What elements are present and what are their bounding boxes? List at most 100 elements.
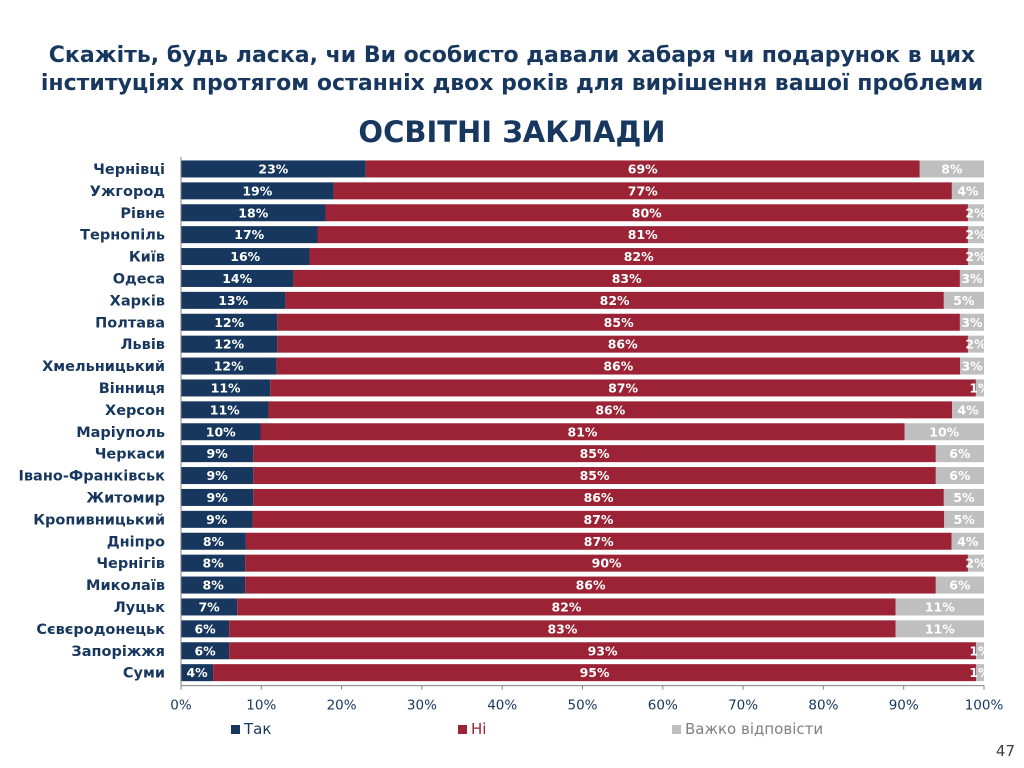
bar-segment — [333, 182, 952, 200]
bar-segment — [260, 423, 905, 441]
bar-segment — [181, 248, 310, 266]
bar-segment — [975, 642, 984, 660]
data-label: 8% — [941, 161, 963, 176]
bar-segment — [181, 664, 214, 682]
category-label: Івано-Франківськ — [18, 469, 165, 485]
data-label: 86% — [603, 359, 633, 374]
category-label: Кропивницький — [33, 512, 165, 528]
data-label: 87% — [583, 512, 613, 527]
data-label: 10% — [206, 424, 236, 439]
bar-segment — [181, 226, 318, 244]
data-label: 82% — [600, 293, 630, 308]
data-label: 85% — [580, 446, 610, 461]
data-label: 86% — [608, 337, 638, 352]
category-label: Чернівці — [93, 162, 165, 178]
bar-segment — [317, 226, 968, 244]
bar-segment — [252, 510, 945, 528]
category-label: Житомир — [86, 490, 165, 506]
category-label: Дніпро — [107, 534, 165, 550]
category-label: Полтава — [95, 315, 165, 331]
bar-segment — [253, 488, 944, 506]
bar-segment — [904, 423, 984, 441]
bar-segment — [181, 642, 230, 660]
data-label: 8% — [203, 556, 225, 571]
data-label: 90% — [592, 556, 622, 571]
chart-title: Скажіть, будь ласка, чи Ви особисто дава… — [40, 43, 984, 96]
bar-segment — [935, 467, 984, 485]
category-label: Миколаїв — [86, 578, 165, 594]
bar-segment — [967, 554, 984, 572]
bar-segment — [181, 357, 277, 375]
bar-segment — [181, 620, 230, 638]
data-label: 9% — [207, 468, 229, 483]
data-label: 9% — [207, 490, 229, 505]
chart-subtitle: ОСВІТНІ ЗАКЛАДИ — [358, 115, 666, 149]
bar-segment — [325, 204, 968, 222]
data-label: 8% — [203, 578, 225, 593]
bar-segment — [270, 379, 976, 397]
data-label: 2% — [965, 249, 987, 264]
bar-segment — [951, 182, 984, 200]
data-label: 83% — [612, 271, 642, 286]
data-label: 6% — [949, 446, 971, 461]
bar-segment — [277, 313, 960, 331]
bar-segment — [245, 532, 952, 550]
legend-swatch-tak — [231, 724, 240, 734]
bar-segment — [919, 160, 984, 178]
x-tick-label: 30% — [407, 698, 437, 714]
data-label: 11% — [925, 621, 955, 636]
data-label: 77% — [628, 183, 658, 198]
data-label: 11% — [210, 402, 240, 417]
bar-segment — [952, 401, 984, 419]
data-label: 11% — [925, 599, 955, 614]
category-label: Черкаси — [95, 447, 165, 463]
category-label: Одеса — [113, 271, 165, 287]
bar-segment — [895, 620, 984, 638]
data-label: 1% — [969, 643, 991, 658]
data-label: 82% — [624, 249, 654, 264]
data-label: 13% — [218, 293, 248, 308]
bar-segment — [245, 576, 936, 594]
data-label: 3% — [961, 271, 983, 286]
category-label: Київ — [129, 250, 165, 266]
bar-segment — [935, 445, 984, 463]
category-label: Сєвєродонецьк — [36, 622, 165, 638]
stacked-bar-chart: Чернівці 23% 69% 8% Ужгород 19% 77% 4% Рівне 18% 8… — [18, 157, 1004, 714]
bar-segment — [181, 598, 238, 616]
bar-segment — [181, 576, 246, 594]
bar-segment — [181, 488, 254, 506]
data-label: 2% — [965, 337, 987, 352]
bar-segment — [213, 664, 976, 682]
bar-segment — [967, 204, 984, 222]
category-label: Рівне — [120, 206, 165, 222]
bar-segment — [975, 379, 984, 397]
data-label: 5% — [953, 490, 975, 505]
bar-segment — [181, 510, 253, 528]
bar-segment — [181, 379, 271, 397]
data-label: 16% — [230, 249, 260, 264]
category-label: Суми — [123, 666, 165, 682]
category-label: Львів — [120, 337, 165, 353]
data-label: 2% — [965, 227, 987, 242]
data-label: 6% — [949, 468, 971, 483]
legend-item-vazhko: Важко відповісти — [672, 720, 823, 738]
data-label: 18% — [238, 205, 268, 220]
chart-legend: Так Ні Важко відповісти — [0, 720, 1024, 740]
data-label: 69% — [628, 161, 658, 176]
bar-segment — [181, 532, 246, 550]
legend-item-tak: Так — [231, 720, 271, 738]
x-tick-label: 60% — [648, 698, 678, 714]
bar-segment — [181, 269, 294, 287]
data-label: 3% — [961, 315, 983, 330]
data-label: 86% — [576, 578, 606, 593]
x-tick-label: 100% — [965, 698, 1004, 714]
data-label: 6% — [949, 578, 971, 593]
data-label: 8% — [203, 534, 225, 549]
legend-label-ni: Ні — [471, 720, 487, 738]
bar-segment — [181, 291, 286, 309]
bar-segment — [967, 248, 984, 266]
bar-segment — [959, 313, 984, 331]
data-label: 87% — [608, 380, 638, 395]
data-label: 12% — [214, 359, 244, 374]
bar-segment — [365, 160, 920, 178]
